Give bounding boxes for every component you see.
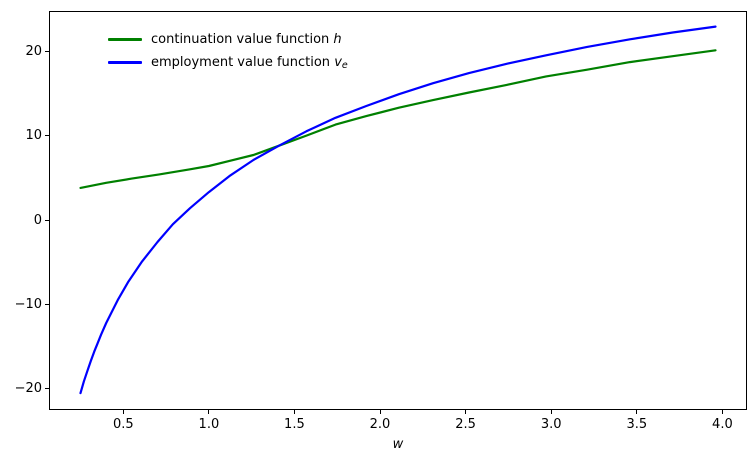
x-axis-tick-label: 4.0 <box>712 417 733 432</box>
employment-value-ve-line <box>79 25 717 395</box>
y-axis-tick-label: −20 <box>14 381 42 397</box>
legend: continuation value function h employment… <box>108 28 348 74</box>
legend-math-v: v <box>334 54 342 70</box>
x-axis-tick-label: 1.0 <box>198 417 220 432</box>
x-axis-tick-label: 2.5 <box>455 417 476 432</box>
y-axis-tick <box>45 219 49 221</box>
y-axis-tick <box>45 388 49 390</box>
x-axis-tick-label: 3.0 <box>540 417 562 432</box>
legend-item-continuation-value: continuation value function h <box>108 28 348 51</box>
x-axis-tick <box>293 410 295 414</box>
y-axis-tick <box>45 50 49 52</box>
x-axis-tick <box>636 410 638 414</box>
y-axis-tick-label: 0 <box>33 212 42 228</box>
y-axis-tick-label: −10 <box>14 296 42 312</box>
legend-label-continuation-value: continuation value function h <box>151 32 342 48</box>
x-axis-tick <box>122 410 124 414</box>
x-axis-tick-label: 3.5 <box>626 417 648 432</box>
x-axis-label: w <box>392 437 404 452</box>
x-axis-tick <box>465 410 467 414</box>
x-axis-tick-label: 1.5 <box>284 417 305 432</box>
x-axis-tick-label: 2.0 <box>369 417 391 432</box>
plot-svg <box>49 11 747 410</box>
x-axis-tick <box>208 410 210 414</box>
green-line-swatch <box>108 38 142 41</box>
legend-math-sub-e: e <box>341 59 348 71</box>
blue-line-swatch <box>108 61 142 64</box>
continuation-value-h-line <box>79 49 717 189</box>
legend-text: continuation value function <box>151 31 334 47</box>
x-axis-tick <box>379 410 381 414</box>
legend-text: employment value function <box>151 54 335 70</box>
y-axis-tick-label: 20 <box>25 43 42 59</box>
x-axis-tick-label: 0.5 <box>112 417 134 432</box>
axes-frame <box>49 11 747 410</box>
legend-label-employment-value: employment value function ve <box>151 55 348 71</box>
legend-item-employment-value: employment value function ve <box>108 51 348 74</box>
y-axis-tick <box>45 135 49 137</box>
y-axis-tick <box>45 303 49 305</box>
legend-math-h: h <box>333 31 342 47</box>
x-axis-tick <box>550 410 552 414</box>
plot-area: continuation value function h employment… <box>49 11 747 410</box>
x-axis-tick <box>721 410 723 414</box>
y-axis-tick-label: 10 <box>25 128 42 144</box>
